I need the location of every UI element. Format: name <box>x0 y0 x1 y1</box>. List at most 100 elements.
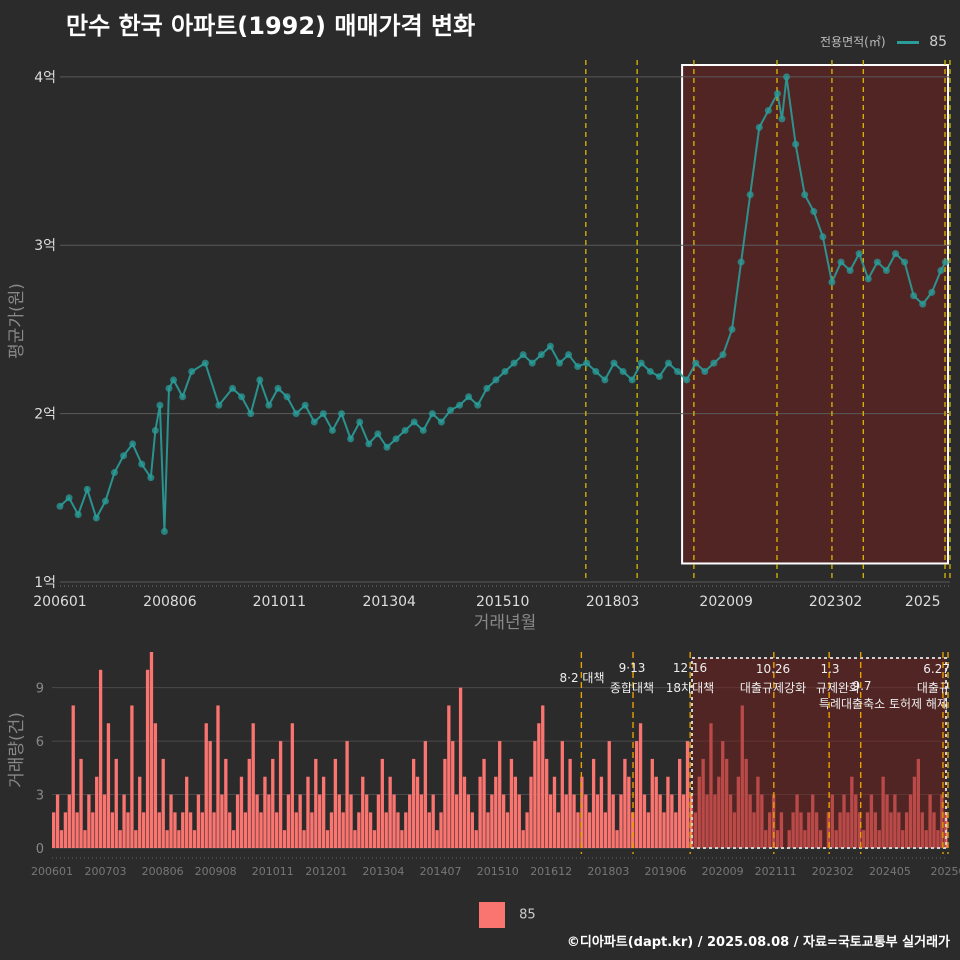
volume-bar <box>118 830 122 848</box>
price-point <box>565 351 573 359</box>
price-point <box>728 325 736 333</box>
volume-bar <box>537 723 541 848</box>
volume-bar <box>544 758 549 848</box>
vol-x-tick-label: 202405 <box>869 865 911 878</box>
volume-bar <box>306 776 310 848</box>
price-point <box>147 474 155 482</box>
volume-bar <box>408 794 412 848</box>
legend-bottom: 85 <box>479 902 536 928</box>
volume-bar <box>666 776 670 848</box>
price-point <box>928 288 936 296</box>
volume-bar <box>361 776 365 848</box>
price-point <box>101 497 109 505</box>
volume-bar <box>646 812 651 848</box>
volume-bar <box>110 812 115 848</box>
price-point <box>419 426 427 434</box>
price-point <box>356 418 364 426</box>
price-point <box>474 401 482 409</box>
price-point <box>465 393 473 401</box>
volume-bar <box>439 812 443 848</box>
price-point <box>910 292 918 300</box>
volume-bar <box>302 830 306 848</box>
volume-bar <box>541 705 545 848</box>
price-point <box>265 401 273 409</box>
volume-bar <box>470 812 474 848</box>
legend-swatch-icon <box>479 902 505 928</box>
volume-bar <box>423 741 428 848</box>
price-point <box>256 376 264 384</box>
volume-bar <box>392 794 396 848</box>
vol-x-tick-label: 202111 <box>755 865 797 878</box>
price-point <box>483 384 491 392</box>
legend-line-icon <box>897 41 920 44</box>
volume-bar <box>584 794 588 848</box>
volume-bar <box>325 830 330 848</box>
policy-annotation: 9.7 <box>852 679 871 693</box>
price-point <box>83 485 91 493</box>
price-point <box>810 208 818 216</box>
x-tick-label: 201011 <box>253 594 306 610</box>
volume-bar <box>259 812 263 848</box>
volume-bar <box>603 812 607 848</box>
price-point <box>292 410 300 418</box>
price-point <box>855 250 863 258</box>
volume-bar <box>595 794 600 848</box>
volume-bar <box>681 794 686 848</box>
price-point <box>410 418 418 426</box>
price-point <box>719 351 727 359</box>
price-point <box>610 359 618 367</box>
volume-bar <box>689 794 694 848</box>
vol-y-tick-label: 3 <box>36 789 44 804</box>
volume-bar <box>251 723 255 848</box>
vol-x-tick-label: 201612 <box>530 865 572 878</box>
volume-bar <box>658 794 662 848</box>
legend-bottom-label: 85 <box>519 907 536 923</box>
volume-bar <box>290 723 294 848</box>
volume-bar <box>271 758 275 848</box>
volume-bar <box>141 812 146 848</box>
volume-bar <box>576 812 580 848</box>
volume-bar <box>384 812 388 848</box>
price-point <box>283 393 291 401</box>
price-point <box>328 426 336 434</box>
volume-bar <box>451 741 455 848</box>
price-point <box>247 410 255 418</box>
policy-annotation: 대출규제강화 <box>740 681 806 695</box>
volume-bar <box>634 741 639 848</box>
volume-bar <box>228 812 232 848</box>
volume-bar <box>443 758 447 848</box>
price-point <box>692 359 700 367</box>
volume-bar <box>564 794 568 848</box>
price-point <box>801 191 809 199</box>
volume-bar <box>623 758 627 848</box>
volume-bar <box>368 812 373 848</box>
price-point <box>215 401 223 409</box>
price-point <box>188 368 196 376</box>
volume-bar <box>106 723 111 848</box>
volume-bar <box>161 758 165 848</box>
volume-bar <box>529 776 533 848</box>
price-point <box>165 384 173 392</box>
price-point <box>374 430 382 438</box>
policy-annotation: 대출규 <box>917 681 950 695</box>
volume-bar <box>286 794 291 848</box>
price-point <box>437 418 445 426</box>
price-point <box>492 376 500 384</box>
volume-bar <box>255 794 259 848</box>
price-point <box>365 440 373 448</box>
volume-bar <box>329 812 334 848</box>
policy-annotation: 규제완화 <box>816 681 860 695</box>
vol-x-tick-label: 202302 <box>812 865 854 878</box>
x-tick-label: 2025 <box>905 594 941 610</box>
volume-bar <box>243 812 248 848</box>
volume-bar <box>71 705 75 848</box>
x-tick-label: 200601 <box>33 594 86 610</box>
price-point <box>901 258 909 266</box>
price-point <box>274 384 282 392</box>
price-point <box>574 362 582 370</box>
price-point <box>310 418 318 426</box>
price-point <box>537 351 545 359</box>
price-point <box>892 250 900 258</box>
volume-bar <box>591 758 596 848</box>
volume-bar <box>200 812 204 848</box>
